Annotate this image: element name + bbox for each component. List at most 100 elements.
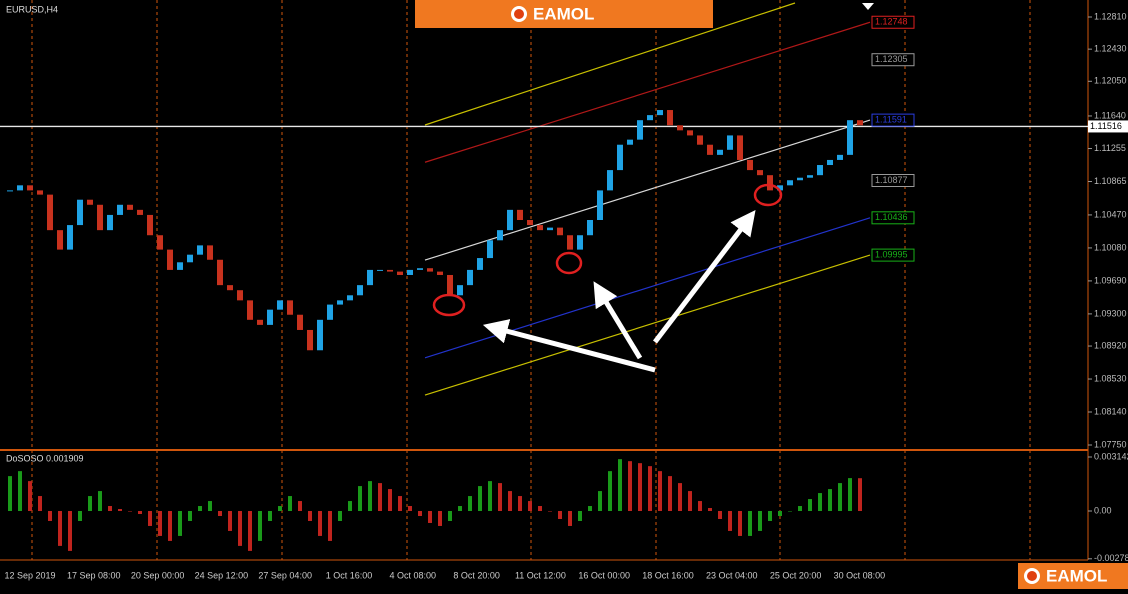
histogram-bar	[88, 496, 92, 512]
x-tick-label: 20 Sep 00:00	[131, 570, 185, 580]
candle	[517, 209, 523, 221]
candle	[277, 300, 283, 310]
candle	[217, 259, 223, 286]
indicator-title: DoSOSO 0.001909	[6, 453, 84, 463]
candle	[647, 115, 653, 121]
histogram-bar	[768, 511, 772, 521]
histogram-bar	[358, 486, 362, 512]
y-tick-label: 1.07750	[1094, 439, 1127, 449]
histogram-bar	[378, 483, 382, 512]
symbol-title: EURUSD,H4	[6, 4, 58, 14]
candle	[457, 285, 463, 296]
histogram-bar	[568, 511, 572, 526]
candle	[617, 144, 623, 171]
level-label: 1.10877	[875, 175, 908, 185]
histogram-bar	[458, 506, 462, 512]
histogram-bar	[238, 511, 242, 546]
histogram-bar	[648, 466, 652, 512]
histogram-bar	[848, 478, 852, 512]
candle	[437, 271, 443, 275]
histogram-bar	[498, 483, 502, 512]
candle	[267, 309, 273, 325]
candle	[537, 225, 543, 231]
histogram-bar	[788, 511, 792, 512]
candle	[147, 214, 153, 236]
level-box	[871, 113, 915, 127]
channel-line	[424, 254, 871, 396]
candle	[857, 120, 863, 126]
y-tick-label: 1.12810	[1094, 11, 1127, 21]
histogram-bar	[278, 506, 282, 512]
level-label: 1.11591	[875, 114, 907, 124]
histogram-bar	[428, 511, 432, 523]
histogram-bar	[508, 491, 512, 512]
x-tick-label: 18 Oct 16:00	[642, 570, 694, 580]
candle	[387, 269, 393, 272]
histogram-bar	[548, 511, 552, 512]
y-tick-label: 1.10080	[1094, 242, 1127, 252]
histogram-bar	[148, 511, 152, 526]
y-tick-label: 1.11255	[1094, 143, 1126, 153]
level-label: 1.12748	[875, 17, 908, 27]
candle	[547, 227, 553, 231]
candle	[567, 235, 573, 250]
x-tick-label: 4 Oct 08:00	[390, 570, 437, 580]
histogram-bar	[138, 511, 142, 515]
candle	[67, 225, 73, 250]
level-box	[871, 248, 915, 262]
histogram-bar	[808, 499, 812, 512]
y-tick-label: 1.08920	[1094, 340, 1127, 350]
x-tick-label: 11 Oct 12:00	[515, 570, 566, 580]
histogram-bar	[288, 496, 292, 512]
histogram-bar	[178, 511, 182, 536]
histogram-bar	[18, 471, 22, 512]
candle	[777, 185, 783, 191]
y-tick-label: 1.12430	[1094, 44, 1127, 54]
logo-text: EAMOL	[1046, 566, 1107, 585]
histogram-bar	[68, 511, 72, 551]
histogram-bar	[298, 501, 302, 512]
level-label: 1.10436	[875, 212, 908, 222]
candle	[587, 220, 593, 236]
histogram-bar	[818, 493, 822, 512]
histogram-bar	[228, 511, 232, 531]
histogram-bar	[318, 511, 322, 536]
histogram-bar	[698, 501, 702, 512]
histogram-bar	[728, 511, 732, 531]
candle	[637, 120, 643, 140]
candle	[7, 190, 13, 192]
histogram-bar	[468, 496, 472, 512]
y-tick-label: 1.12050	[1094, 76, 1127, 86]
candle	[227, 285, 233, 291]
y-tick-label: 0.00	[1094, 505, 1112, 515]
histogram-bar	[828, 489, 832, 512]
candle	[297, 314, 303, 330]
candle	[417, 268, 423, 270]
level-box	[871, 53, 915, 67]
histogram-bar	[348, 501, 352, 512]
logo-icon	[514, 9, 524, 19]
candle	[17, 185, 23, 191]
histogram-bar	[778, 511, 782, 516]
histogram-bar	[758, 511, 762, 531]
y-tick-label: 1.08530	[1094, 373, 1127, 383]
histogram-bar	[408, 506, 412, 512]
y-tick-label: 1.10470	[1094, 209, 1127, 219]
logo-banner	[415, 0, 713, 28]
candle	[787, 180, 793, 186]
histogram-bar	[108, 506, 112, 512]
histogram-bar	[748, 511, 752, 536]
candle	[717, 149, 723, 155]
histogram-bar	[128, 511, 132, 512]
x-tick-label: 16 Oct 00:00	[578, 570, 630, 580]
candle	[177, 262, 183, 270]
level-box	[871, 15, 915, 29]
histogram-bar	[668, 476, 672, 512]
candle	[707, 144, 713, 155]
candle	[367, 269, 373, 286]
candle	[137, 209, 143, 215]
histogram-bar	[688, 491, 692, 512]
candle	[357, 285, 363, 296]
candle	[157, 235, 163, 250]
candle	[597, 190, 603, 221]
